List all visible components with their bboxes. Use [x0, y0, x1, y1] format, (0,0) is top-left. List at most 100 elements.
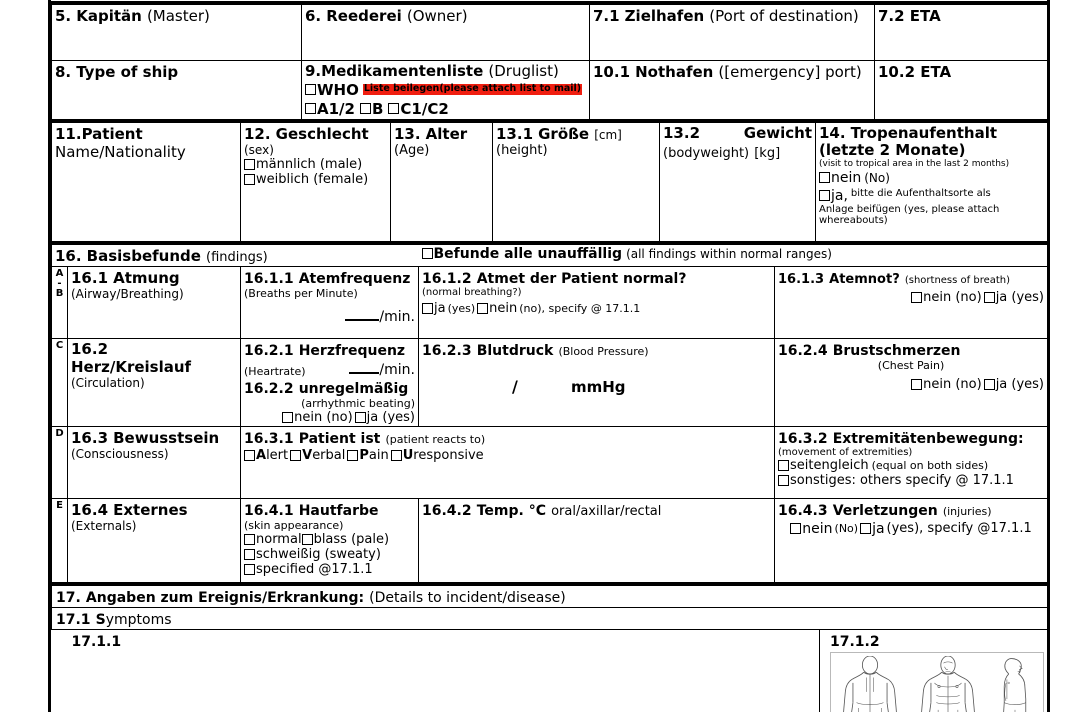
cell-16-1-1-atemfrequenz[interactable]: 16.1.1 Atemfrequenz (Breaths per Minute)…	[240, 265, 419, 339]
cell-16-4-externes[interactable]: 16.4 Externes (Externals)	[67, 497, 241, 583]
checkbox-skin-normal[interactable]	[244, 533, 255, 545]
cell-16-4-2-temperature[interactable]: 16.4.2 Temp. °C oral/axillar/rectal	[418, 497, 775, 583]
checkbox-atemnot-yes[interactable]	[983, 291, 995, 303]
checkbox-extremities-equal[interactable]	[778, 459, 789, 471]
checkbox-chestpain-no[interactable]	[911, 378, 923, 390]
cell-ship-type[interactable]: 8. Type of ship	[51, 60, 302, 120]
checkbox-druglist-a12[interactable]	[305, 103, 316, 115]
checkbox-avpu-unresponsive[interactable]	[390, 449, 402, 461]
checkbox-breathing-normal-yes[interactable]	[422, 302, 433, 314]
cell-height[interactable]: 13.1 Größe [cm] (height)	[492, 120, 660, 242]
checkbox-skin-pale[interactable]	[301, 533, 313, 545]
breathing-no-de: nein	[489, 300, 518, 316]
checkbox-injuries-yes[interactable]	[860, 523, 872, 535]
cell-16-4-1-hautfarbe[interactable]: 16.4.1 Hautfarbe (skin appearance) norma…	[240, 497, 419, 583]
checkbox-skin-sweaty[interactable]	[244, 548, 255, 560]
label-16-4-1-de: Hautfarbe	[298, 502, 379, 519]
cell-section17-header: 17. Angaben zum Ereignis/Erkrankung: (De…	[51, 583, 1048, 608]
breathing-no-en: (no), specify @ 17.1.1	[519, 301, 641, 315]
height-number: 13.1	[496, 124, 534, 143]
checkbox-tropics-no[interactable]	[819, 172, 830, 184]
cell-16-1-3-atemnot[interactable]: 16.1.3 Atemnot? (shortness of breath) ne…	[773, 265, 1049, 339]
checkbox-breathing-normal-no[interactable]	[477, 302, 489, 314]
checkbox-tropics-yes[interactable]	[819, 189, 830, 201]
checkbox-all-findings-normal[interactable]	[421, 248, 433, 260]
patient-label-en: Name/Nationality	[55, 142, 186, 161]
checkbox-sex-male[interactable]	[244, 158, 255, 170]
label-16-1-1-num: 16.1.1	[244, 270, 294, 287]
cell-captain[interactable]: 5. Kapitän (Master)	[51, 4, 302, 61]
cell-16-3-2-extremities[interactable]: 16.3.2 Extremitätenbewegung: (movement o…	[773, 425, 1049, 499]
cell-16-2-4-brustschmerzen[interactable]: 16.2.4 Brustschmerzen (Chest Pain) nein …	[773, 337, 1049, 427]
extremities-other-label: sonstiges: others specify @ 17.1.1	[790, 472, 1014, 488]
checkbox-druglist-b[interactable]	[359, 103, 371, 115]
checkbox-extremities-other[interactable]	[778, 474, 789, 486]
section16-title-en: (findings)	[206, 249, 268, 265]
checkbox-who[interactable]	[305, 84, 316, 96]
label-16-4-1-en: (skin appearance)	[244, 518, 344, 532]
label-16-2-2-en: (arrhythmic beating)	[301, 396, 415, 410]
table-row-16-1-breathing: A - B 16.1 Atmung (Airway/Breathing) 16.…	[51, 265, 1049, 339]
cell-16-4-3-verletzungen[interactable]: 16.4.3 Verletzungen (injuries) nein (No)…	[773, 497, 1049, 583]
cell-druglist[interactable]: 9.Medikamentenliste (Druglist) WHO Liste…	[301, 60, 590, 120]
cell-17-1-2-bodymap[interactable]: 17.1.2	[819, 628, 1048, 712]
checkbox-avpu-alert[interactable]	[244, 449, 255, 461]
table-row-16-2-circulation: C 16.2 Herz/Kreislauf (Circulation) 16.2…	[51, 337, 1049, 427]
checkbox-atemnot-no[interactable]	[911, 291, 923, 303]
row-letter-dash: -	[57, 277, 62, 289]
cell-sex[interactable]: 12. Geschlecht (sex) männlich (male) wei…	[240, 120, 391, 242]
section17-title-en: (Details to incident/disease)	[369, 589, 566, 606]
table-row-master-owner: 5. Kapitän (Master) 6. Reederei (Owner) …	[51, 4, 1048, 61]
checkbox-arrhythmic-yes[interactable]	[354, 411, 366, 423]
cell-16-1-atmung[interactable]: 16.1 Atmung (Airway/Breathing)	[67, 265, 241, 339]
druglist-option-c1c2: C1/C2	[400, 99, 449, 118]
checkbox-arrhythmic-no[interactable]	[282, 411, 294, 423]
label-16-2-4-en: (Chest Pain)	[877, 358, 945, 372]
checkbox-skin-specified[interactable]	[244, 563, 255, 575]
input-heartrate[interactable]	[349, 363, 380, 374]
checkbox-druglist-c1c2[interactable]	[388, 103, 400, 115]
checkbox-sex-female[interactable]	[244, 173, 255, 185]
section17-header-row: 17. Angaben zum Ereignis/Erkrankung: (De…	[51, 583, 1048, 608]
section17-content-row: 17.1.1 17.1.2	[51, 628, 1048, 712]
label-17-1-2: 17.1.2	[830, 633, 880, 650]
cell-tropics[interactable]: 14. Tropenaufenthalt (letzte 2 Monate) (…	[815, 120, 1048, 242]
section17-number: 17.	[56, 589, 81, 606]
cell-owner[interactable]: 6. Reederei (Owner)	[301, 4, 590, 61]
input-breaths-per-minute[interactable]	[345, 310, 380, 321]
checkbox-injuries-no[interactable]	[790, 523, 802, 535]
body-diagram-box[interactable]	[830, 651, 1044, 712]
checkbox-chestpain-yes[interactable]	[983, 378, 995, 390]
checkbox-avpu-verbal[interactable]	[290, 449, 302, 461]
checkbox-avpu-pain[interactable]	[347, 449, 359, 461]
height-label-de: Größe	[538, 124, 590, 143]
cell-patient-name[interactable]: 11.Patient Name/Nationality	[51, 120, 241, 242]
cell-16-2-3-blutdruck[interactable]: 16.2.3 Blutdruck (Blood Pressure) / mmHg	[418, 337, 775, 427]
cell-destination-port[interactable]: 7.1 Zielhafen (Port of destination)	[589, 4, 875, 61]
cell-16-1-2-normal-breathing[interactable]: 16.1.2 Atmet der Patient normal? (normal…	[418, 265, 775, 339]
label-16-3-num: 16.3	[71, 428, 109, 447]
tropics-label-line2: (letzte 2 Monate)	[819, 140, 966, 159]
label-16-2-en: (Circulation)	[71, 375, 145, 390]
cell-16-2-1-herzfrequenz[interactable]: 16.2.1 Herzfrequenz (Heartrate) /min. 16…	[240, 337, 419, 427]
cell-age[interactable]: 13. Alter (Age)	[390, 120, 493, 242]
cell-16-3-bewusstsein[interactable]: 16.3 Bewusstsein (Consciousness)	[67, 425, 241, 499]
section16-allnormal-cell[interactable]: Befunde alle unauffällig (all findings w…	[418, 242, 1049, 267]
cell-17-1-1-freetext[interactable]: 17.1.1	[51, 628, 820, 712]
tropics-label-line1: Tropenaufenthalt	[850, 123, 998, 142]
row-letter-c: C	[51, 337, 68, 427]
avpu-a-letter: A	[256, 447, 267, 463]
cell-weight[interactable]: 13.2 Gewicht (bodyweight) [kg]	[659, 120, 816, 242]
emergency-port-number: 10.1	[593, 63, 631, 81]
cell-emergency-port[interactable]: 10.1 Nothafen ([emergency] port)	[589, 60, 875, 120]
cell-16-2-herzkreislauf[interactable]: 16.2 Herz/Kreislauf (Circulation)	[67, 337, 241, 427]
label-16-3-1-num: 16.3.1	[244, 430, 294, 447]
dest-port-label-en: (Port of destination)	[709, 7, 859, 25]
skin-normal-label: normal	[256, 531, 302, 547]
cell-eta-emergency[interactable]: 10.2 ETA	[874, 60, 1048, 120]
ship-type-label: Type of ship	[76, 63, 179, 81]
cell-16-3-1-patient-reacts[interactable]: 16.3.1 Patient ist (patient reacts to) A…	[240, 425, 775, 499]
cell-eta-destination[interactable]: 7.2 ETA	[874, 4, 1048, 61]
clipped-row-top	[51, 0, 1047, 4]
